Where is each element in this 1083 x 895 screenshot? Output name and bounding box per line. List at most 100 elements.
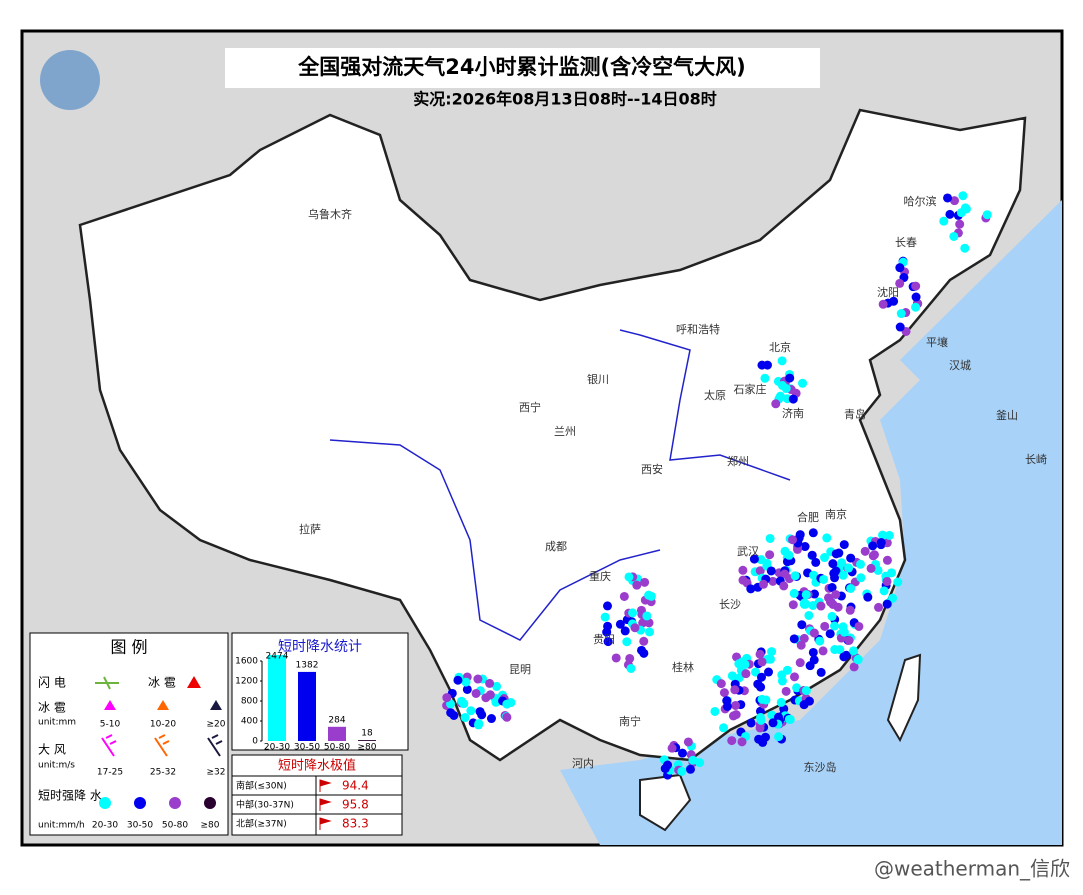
bar-value-label: 284 bbox=[328, 715, 345, 725]
rain-dot bbox=[462, 684, 472, 694]
extreme-value: 83.3 bbox=[342, 817, 369, 831]
rain-dot bbox=[884, 530, 894, 540]
city-label: 北京 bbox=[769, 340, 791, 354]
rain-dot bbox=[492, 681, 502, 691]
rain-dot bbox=[799, 633, 809, 643]
rain-dot bbox=[644, 618, 654, 628]
rain-dot bbox=[639, 636, 649, 646]
rain-dot bbox=[757, 657, 767, 667]
rain-dot bbox=[727, 671, 737, 681]
city-label: 长沙 bbox=[719, 598, 741, 611]
legend-hail: 冰 雹 bbox=[38, 701, 66, 715]
rain-dot bbox=[784, 550, 794, 560]
rain-dot bbox=[788, 600, 798, 610]
rain-dot bbox=[781, 686, 791, 696]
wind-level-label: 17-25 bbox=[97, 768, 123, 778]
rain-dot bbox=[831, 589, 841, 599]
x-tick-label: 50-80 bbox=[324, 743, 350, 753]
hail-level-label: 10-20 bbox=[150, 720, 176, 730]
city-label: 银川 bbox=[587, 372, 609, 386]
rain-dot bbox=[816, 601, 826, 611]
rain-dot bbox=[475, 707, 485, 717]
watermark: @weatherman_信欣 bbox=[874, 857, 1070, 881]
city-label: 合肥 bbox=[797, 510, 819, 524]
rain-dot bbox=[730, 685, 740, 695]
rain-dot bbox=[809, 628, 819, 638]
city-label: 拉萨 bbox=[299, 522, 321, 536]
rain-dot bbox=[801, 599, 811, 609]
city-label: 太原 bbox=[704, 389, 726, 402]
rain-dot bbox=[677, 748, 687, 758]
rain-dot bbox=[782, 665, 792, 675]
city-label: 乌鲁木齐 bbox=[308, 207, 352, 221]
city-label: 济南 bbox=[782, 406, 804, 420]
rain-dot bbox=[710, 706, 720, 716]
rain-dot bbox=[789, 634, 799, 644]
rain-dot bbox=[785, 373, 795, 383]
rain-dot bbox=[956, 208, 966, 218]
rain-dot bbox=[960, 243, 970, 253]
rain-dot bbox=[603, 637, 613, 647]
x-tick-label: 20-30 bbox=[264, 743, 290, 753]
city-label: 青岛 bbox=[844, 407, 866, 421]
rain-dot bbox=[787, 535, 797, 545]
rain-dot bbox=[638, 618, 648, 628]
rain-dot bbox=[811, 557, 821, 567]
bar bbox=[298, 671, 316, 741]
rain-dot bbox=[746, 584, 756, 594]
rain-dot bbox=[473, 720, 483, 730]
hainan bbox=[639, 773, 692, 832]
rain-dot bbox=[795, 530, 805, 540]
rain-dot bbox=[863, 592, 873, 602]
rain-dot bbox=[882, 576, 892, 586]
rain-dot bbox=[644, 590, 654, 600]
rain-dot bbox=[502, 699, 512, 709]
rain-dot bbox=[466, 706, 476, 716]
y-tick-label: 0 bbox=[252, 737, 258, 747]
y-tick-label: 1600 bbox=[235, 657, 258, 667]
rain-dot bbox=[473, 674, 483, 684]
rain-dot bbox=[756, 715, 766, 725]
rain-dot bbox=[734, 673, 744, 683]
rain-dot bbox=[620, 626, 630, 636]
rain-dot bbox=[844, 635, 854, 645]
bar bbox=[358, 740, 376, 741]
legend-wind: 大 风 bbox=[38, 743, 66, 757]
rain-dot bbox=[755, 649, 765, 659]
rain-dot bbox=[642, 611, 652, 621]
rain-dot bbox=[815, 636, 825, 646]
legend-icons: 5-10 10-20 ≥20 17-25 25-32 ≥32 20-30 30-50 50-80… bbox=[92, 700, 226, 831]
city-label: 釜山 bbox=[996, 408, 1018, 422]
rain-dot bbox=[762, 360, 772, 370]
rain-dot bbox=[838, 570, 848, 580]
legend-hail-top: 冰 雹 bbox=[148, 676, 176, 690]
rain-dot bbox=[719, 723, 729, 733]
bar-value-label: 1382 bbox=[296, 660, 319, 670]
rain-dot bbox=[722, 701, 732, 711]
rain-level-label: 20-30 bbox=[92, 821, 118, 831]
city-label: 长崎 bbox=[1025, 452, 1047, 466]
extremes-title: 短时降水极值 bbox=[278, 758, 356, 774]
rain-level-icon bbox=[99, 797, 111, 809]
rain-dot bbox=[846, 553, 856, 563]
rain-dot bbox=[831, 566, 841, 576]
flag-icon bbox=[319, 817, 332, 830]
rain-dot bbox=[844, 563, 854, 573]
rain-dot bbox=[878, 530, 888, 540]
legend-hail-unit: unit:mm bbox=[38, 718, 76, 728]
hail-icon bbox=[187, 676, 201, 688]
rain-dot bbox=[835, 645, 845, 655]
city-label: 河内 bbox=[572, 756, 594, 770]
rain-dot bbox=[828, 599, 838, 609]
rain-dot bbox=[779, 581, 789, 591]
hail-level-icon bbox=[104, 700, 116, 710]
rain-level-label: ≥80 bbox=[201, 821, 220, 831]
rain-dot bbox=[830, 573, 840, 583]
rain-dot bbox=[882, 599, 892, 609]
rain-dot bbox=[630, 623, 640, 633]
rain-level-icon bbox=[134, 797, 146, 809]
rain-dot bbox=[776, 697, 786, 707]
rain-dot bbox=[756, 672, 766, 682]
city-label: 哈尔滨 bbox=[904, 194, 937, 208]
rain-dot bbox=[878, 299, 888, 309]
